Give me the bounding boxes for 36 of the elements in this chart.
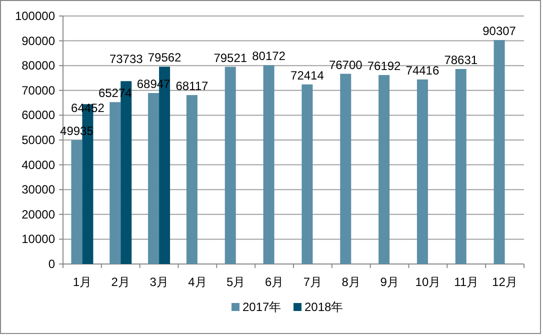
y-tick-label: 50000 <box>22 133 56 147</box>
y-tick-label: 70000 <box>22 83 56 98</box>
y-tick-label: 100000 <box>14 9 56 23</box>
x-tick-label: 12月 <box>492 275 518 289</box>
x-tick-label: 4月 <box>188 275 207 289</box>
legend-label: 2017年 <box>242 300 282 314</box>
data-label: 79521 <box>214 50 248 65</box>
data-label: 79562 <box>148 50 182 65</box>
data-label: 76700 <box>328 58 362 72</box>
y-tick-label: 60000 <box>22 108 56 122</box>
y-tick-label: 80000 <box>22 58 56 73</box>
data-label: 73733 <box>109 52 143 66</box>
y-tick-label: 20000 <box>22 207 56 222</box>
x-tick-label: 6月 <box>264 275 284 289</box>
x-tick-label: 7月 <box>303 275 322 289</box>
x-tick-label: 3月 <box>150 275 168 289</box>
x-tick-label: 9月 <box>380 275 399 289</box>
data-label: 90307 <box>482 24 516 38</box>
data-label: 76192 <box>367 59 401 74</box>
x-tick-label: 1月 <box>72 275 92 289</box>
y-tick-label: 10000 <box>22 232 56 246</box>
y-tick-label: 30000 <box>22 182 56 197</box>
x-tick-label: 10月 <box>415 275 441 289</box>
data-label: 68117 <box>176 79 208 94</box>
data-label: 72414 <box>290 68 324 82</box>
data-label: 74416 <box>406 63 440 78</box>
x-tick-label: 8月 <box>342 275 360 289</box>
data-label: 80172 <box>252 49 286 64</box>
x-tick-label: 11月 <box>454 275 479 289</box>
x-tick-label: 5月 <box>226 275 246 289</box>
y-tick-label: 90000 <box>22 34 56 48</box>
legend-label: 2018年 <box>304 300 344 314</box>
x-tick-label: 2月 <box>111 275 130 289</box>
y-tick-label: 40000 <box>22 158 56 172</box>
y-tick-label: 0 <box>48 257 56 271</box>
data-label: 78631 <box>444 53 478 67</box>
